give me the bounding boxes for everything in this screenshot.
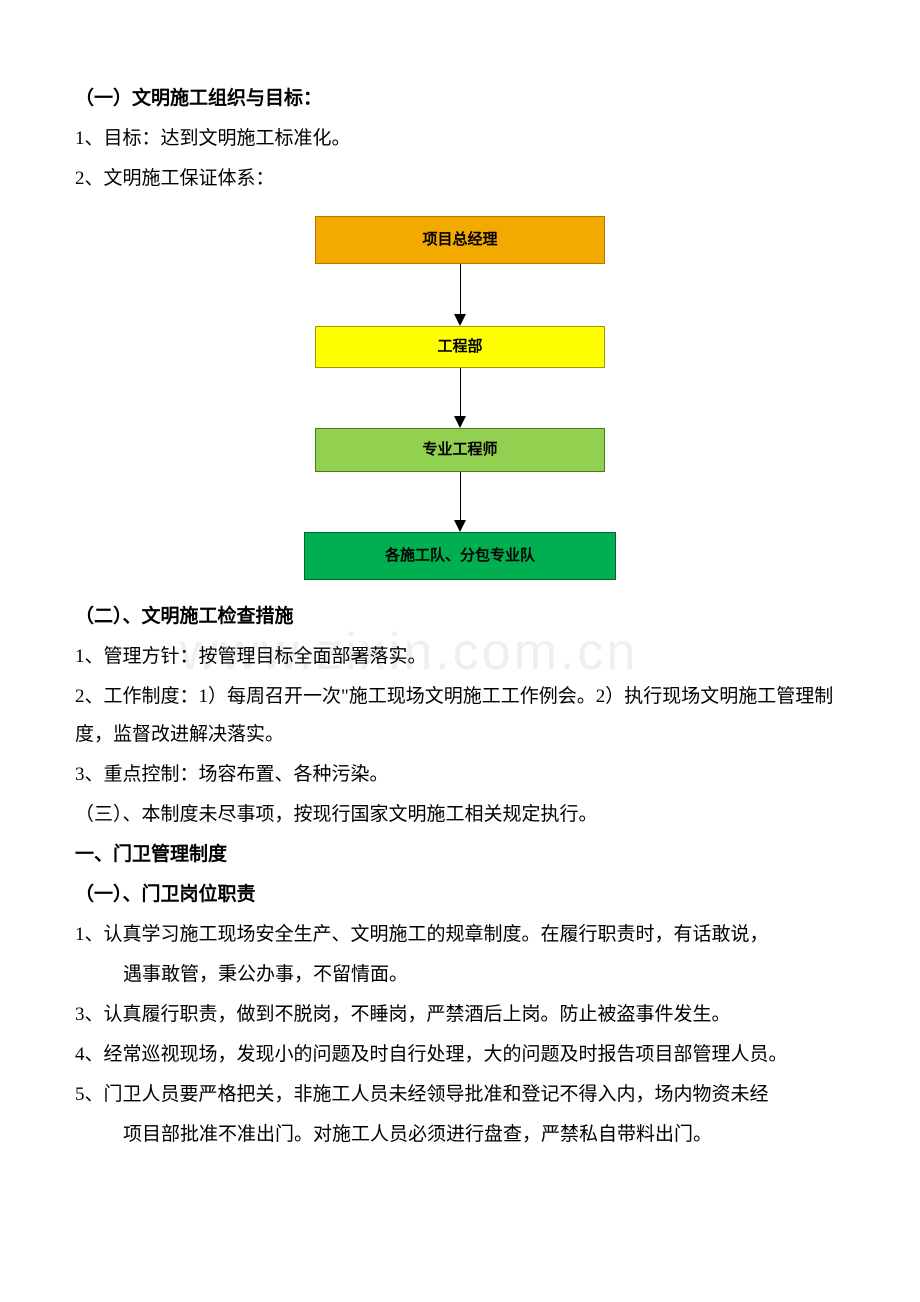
flow-arrow-3 xyxy=(454,472,466,532)
document-content: （一）文明施工组织与目标： 1、目标：达到文明施工标准化。 2、文明施工保证体系… xyxy=(75,80,845,1154)
section2-item4: （三）、本制度未尽事项，按现行国家文明施工相关规定执行。 xyxy=(75,796,845,834)
section2-item1: 1、管理方针：按管理目标全面部署落实。 xyxy=(75,638,845,676)
section2-item2: 2、工作制度：1）每周召开一次"施工现场文明施工工作例会。2）执行现场文明施工管… xyxy=(75,678,845,754)
section2-item3: 3、重点控制：场容布置、各种污染。 xyxy=(75,756,845,794)
section1-item2: 2、文明施工保证体系： xyxy=(75,160,845,198)
flow-arrow-1 xyxy=(454,264,466,326)
section3-item4: 4、经常巡视现场，发现小的问题及时自行处理，大的问题及时报告项目部管理人员。 xyxy=(75,1036,845,1074)
flowchart: 项目总经理 工程部 专业工程师 各施工队、分包专业队 xyxy=(75,216,845,580)
section2-heading: （二）、文明施工检查措施 xyxy=(75,598,845,636)
section3-heading1: 一、门卫管理制度 xyxy=(75,836,845,874)
section3-item5a: 5、门卫人员要严格把关，非施工人员未经领导批准和登记不得入内，场内物资未经 xyxy=(75,1076,845,1114)
flow-arrow-2 xyxy=(454,368,466,428)
flow-node-2: 工程部 xyxy=(315,326,605,368)
section1-heading: （一）文明施工组织与目标： xyxy=(75,80,845,118)
section1-item1: 1、目标：达到文明施工标准化。 xyxy=(75,120,845,158)
section3-item1b: 遇事敢管，秉公办事，不留情面。 xyxy=(75,956,845,994)
flow-node-4: 各施工队、分包专业队 xyxy=(304,532,616,580)
section3-item3: 3、认真履行职责，做到不脱岗，不睡岗，严禁酒后上岗。防止被盗事件发生。 xyxy=(75,996,845,1034)
section3-item1a: 1、认真学习施工现场安全生产、文明施工的规章制度。在履行职责时，有话敢说， xyxy=(75,916,845,954)
flow-node-3: 专业工程师 xyxy=(315,428,605,472)
section3-item5b: 项目部批准不准出门。对施工人员必须进行盘查，严禁私自带料出门。 xyxy=(75,1116,845,1154)
section3-heading2: （一）、门卫岗位职责 xyxy=(75,876,845,914)
flow-node-1: 项目总经理 xyxy=(315,216,605,264)
